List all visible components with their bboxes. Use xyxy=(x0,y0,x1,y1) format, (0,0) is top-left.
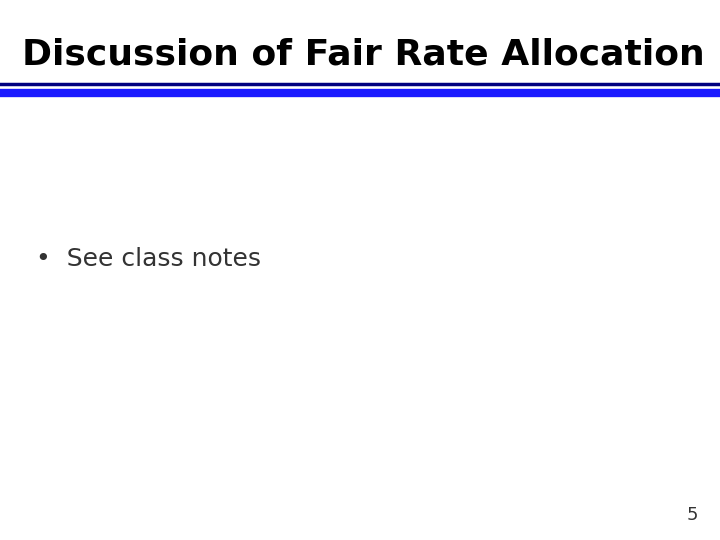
Text: •  See class notes: • See class notes xyxy=(36,247,261,271)
Text: 5: 5 xyxy=(687,506,698,524)
Text: Discussion of Fair Rate Allocation: Discussion of Fair Rate Allocation xyxy=(22,38,704,72)
